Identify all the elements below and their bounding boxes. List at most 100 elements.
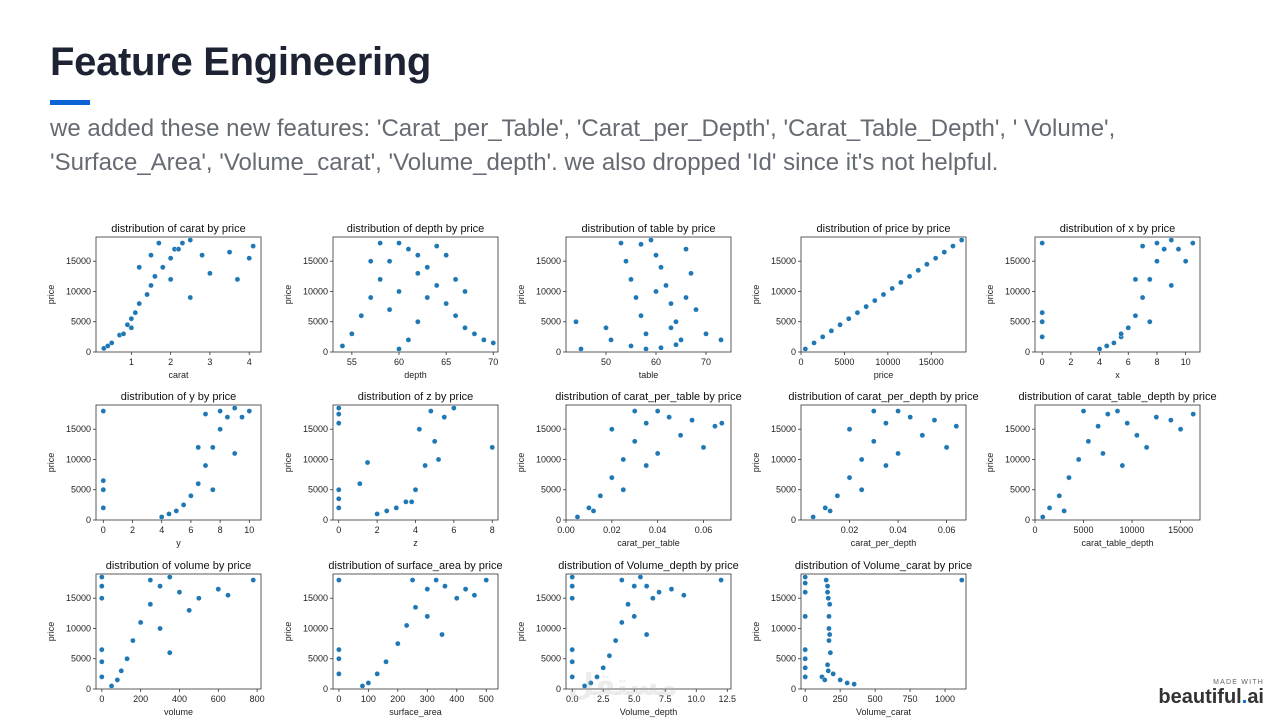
data-point (415, 318, 421, 325)
data-point (825, 595, 832, 602)
data-point (824, 589, 831, 595)
data-point (128, 324, 135, 331)
x-tick-label: 2 (1068, 357, 1073, 367)
scatter-svg: distribution of price by price 0 5000 10000… (751, 223, 967, 380)
data-point (359, 683, 366, 689)
data-point (188, 492, 194, 499)
data-point (393, 505, 400, 511)
data-point (173, 508, 180, 514)
data-point (802, 589, 808, 595)
x-tick-label: 6 (188, 525, 193, 535)
data-point (623, 258, 629, 265)
data-point (335, 496, 342, 502)
x-axis-label: y (176, 538, 181, 548)
data-point (830, 671, 836, 677)
data-point (824, 583, 831, 589)
panel-title: distribution of surface_area by price (328, 560, 502, 572)
data-point (187, 294, 194, 301)
data-point (424, 264, 431, 271)
x-tick-label: 0.00 (557, 525, 575, 535)
data-point (108, 340, 115, 346)
data-point (462, 586, 469, 592)
brand-logo[interactable]: MADE WITH beautiful.ai (1158, 679, 1264, 708)
y-tick-label: 0 (556, 347, 561, 357)
x-tick-label: 0.04 (649, 525, 667, 535)
data-point (880, 291, 887, 298)
data-point (931, 417, 938, 423)
x-tick-label: 800 (250, 694, 265, 704)
scatter-svg: distribution of carat_per_table by price… (516, 391, 742, 548)
data-point (654, 408, 661, 414)
y-axis-label: price (283, 285, 293, 305)
x-tick-label: 500 (479, 694, 494, 704)
data-point (863, 303, 869, 310)
scatter-panel-carat: distribution of carat by price 1 2 3 4 0 5000 1… (36, 221, 271, 387)
scatter-panel-carat-per-depth: distribution of carat_per_depth by price… (741, 389, 979, 555)
data-point (870, 408, 877, 414)
scatter-panel-surface-area: distribution of surface_area by price 0 10… (273, 558, 508, 724)
data-point (483, 577, 490, 583)
data-point (1154, 258, 1160, 265)
x-tick-label: 200 (133, 694, 148, 704)
data-point (339, 343, 346, 349)
x-tick-label: 2.5 (597, 694, 610, 704)
data-point (618, 240, 624, 246)
x-tick-label: 0 (336, 525, 341, 535)
y-axis-label: price (751, 285, 761, 305)
data-point (1168, 417, 1174, 423)
x-tick-label: 50 (601, 357, 611, 367)
data-point (104, 343, 111, 349)
data-point (128, 315, 135, 322)
data-point (215, 586, 222, 592)
plot-frame (1034, 236, 1201, 353)
data-point (924, 261, 930, 268)
data-point (442, 583, 448, 589)
data-point (433, 577, 439, 583)
data-point (250, 577, 257, 583)
data-point (148, 282, 154, 289)
data-point (99, 574, 105, 580)
y-tick-label: 10000 (66, 286, 91, 296)
data-point (1066, 474, 1072, 481)
data-point (1175, 246, 1182, 252)
y-tick-label: 5000 (541, 654, 561, 664)
data-point (668, 324, 674, 331)
panel-title: distribution of carat_table_depth by pri… (1018, 391, 1216, 403)
y-tick-label: 0 (86, 684, 91, 694)
data-point (802, 674, 808, 680)
panel-title: distribution of carat_per_depth by price (788, 391, 978, 403)
plot-frame (95, 404, 262, 521)
data-point (166, 649, 173, 656)
data-point (1153, 414, 1160, 420)
x-tick-label: 65 (441, 357, 451, 367)
data-point (620, 486, 627, 493)
y-tick-label: 5000 (308, 485, 328, 495)
scatter-panel-volume: distribution of volume by price 0 200 400 60… (36, 558, 271, 724)
plot-frame (95, 236, 262, 353)
y-tick-label: 0 (556, 684, 561, 694)
data-point (217, 408, 223, 414)
data-point (826, 631, 833, 638)
data-point (824, 661, 831, 668)
y-tick-label: 5000 (776, 485, 796, 495)
data-point (490, 340, 497, 346)
plot-frame (1034, 404, 1201, 521)
x-tick-label: 1 (129, 357, 134, 367)
x-tick-label: 10 (1181, 357, 1191, 367)
data-point (668, 300, 674, 307)
scatter-panel-table: distribution of table by price 50 60 70 0 500… (506, 221, 741, 387)
data-point (953, 423, 960, 429)
data-point (386, 258, 393, 265)
data-point (895, 450, 901, 457)
plot-frame (332, 573, 499, 690)
x-tick-label: 7.5 (659, 694, 672, 704)
data-point (396, 346, 402, 352)
data-point (1104, 411, 1111, 417)
data-point (906, 273, 913, 280)
y-tick-label: 5000 (308, 654, 328, 664)
y-tick-label: 0 (791, 347, 796, 357)
x-tick-label: 600 (211, 694, 226, 704)
data-point (594, 674, 600, 680)
y-axis-label: price (985, 453, 995, 473)
scatter-panel-z: distribution of z by price 0 2 4 6 8 0 5000 1000… (273, 389, 508, 555)
